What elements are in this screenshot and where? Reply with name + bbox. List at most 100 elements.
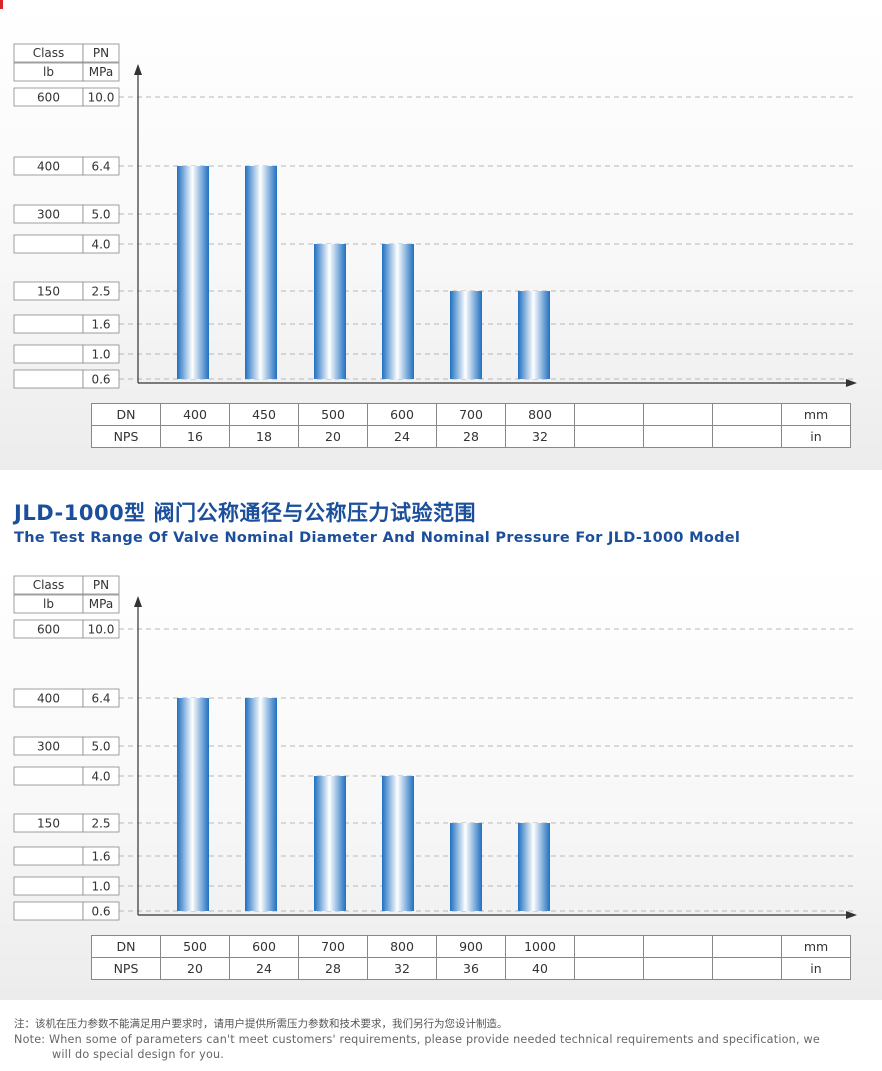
tick-pn-cell: [82, 234, 120, 254]
tick-pn-cell: [82, 901, 120, 921]
dn-cell: 800: [505, 403, 575, 426]
y-axis-arrow: [134, 64, 142, 75]
dn-cell: 500: [160, 935, 230, 958]
bar: [314, 776, 346, 911]
nps-cell: 36: [436, 957, 506, 980]
nps-cell: 32: [505, 425, 575, 448]
dn-cell: 700: [298, 935, 368, 958]
nps-row: NPS 16 18 20 24 28 32 in: [91, 425, 851, 448]
nps-cell: 16: [160, 425, 230, 448]
nps-cell: 32: [367, 957, 437, 980]
top-chart-background: [0, 0, 882, 470]
dn-row-label: DN: [91, 935, 161, 958]
tick-pn-label: 1.6: [91, 318, 110, 332]
page-corner-mark: [0, 0, 3, 9]
tick-class-label: 400: [37, 160, 60, 174]
footnote-cn: 注：该机在压力参数不能满足用户要求时，请用户提供所需压力参数和技术要求，我们另行…: [14, 1018, 508, 1030]
bar: [245, 166, 277, 379]
bar: [177, 166, 209, 379]
dn-cell: 400: [160, 403, 230, 426]
dn-row: DN 500 600 700 800 900 1000 mm: [91, 935, 851, 958]
tick-class-label: 600: [37, 91, 60, 105]
dn-nps-table: DN 500 600 700 800 900 1000 mm NPS 20 24 28 32 36 40 in: [91, 935, 851, 980]
tick-pn-label: 0.6: [91, 905, 110, 919]
dn-row: DN 400 450 500 600 700 800 mm: [91, 403, 851, 426]
tick-pn-label: 5.0: [91, 740, 110, 754]
footnote-en-line-1: Note: When some of parameters can't meet…: [14, 1033, 820, 1046]
tick-pn-label: 1.0: [91, 880, 110, 894]
nps-unit: in: [781, 957, 851, 980]
tick-class-cell: [13, 876, 84, 896]
y-axis-arrow: [134, 596, 142, 607]
header-lb-label: lb: [43, 65, 54, 79]
tick-pn-label: 6.4: [91, 692, 110, 706]
tick-pn-cell: [82, 204, 120, 224]
chart-plot-area: Class PN lb MPa 600 10.0 400 6.4 300 5.0 4.0 150 2.5…: [13, 43, 857, 389]
nps-cell: [643, 957, 713, 980]
dn-nps-table: DN 400 450 500 600 700 800 mm NPS 16 18 20 24 28 32 in: [91, 403, 851, 448]
tick-pn-label: 1.6: [91, 850, 110, 864]
tick-pn-label: 1.0: [91, 348, 110, 362]
section-title-en: The Test Range Of Valve Nominal Diameter…: [14, 530, 741, 546]
pressure-range-chart-bottom: Class PN lb MPa 600 10.0 400 6.4 300 5.0 4.0 150 2.5…: [0, 532, 882, 992]
section-title-cn: JLD-1000型 阀门公称通径与公称压力试验范围: [14, 501, 476, 525]
tick-pn-cell: [82, 281, 120, 301]
tick-pn-label: 4.0: [91, 238, 110, 252]
nps-cell: [643, 425, 713, 448]
header-pn-label: PN: [93, 578, 109, 592]
tick-pn-cell: [82, 314, 120, 334]
tick-pn-cell: [82, 619, 120, 639]
header-mpa-cell: [82, 594, 120, 614]
nps-cell: 20: [160, 957, 230, 980]
tick-pn-label: 2.5: [91, 285, 110, 299]
header-pn-label: PN: [93, 46, 109, 60]
dn-cell: 1000: [505, 935, 575, 958]
tick-class-cell: [13, 901, 84, 921]
tick-pn-label: 4.0: [91, 770, 110, 784]
tick-pn-label: 10.0: [88, 91, 115, 105]
bottom-chart-background: [0, 560, 882, 1000]
nps-cell: [712, 425, 782, 448]
tick-class-cell: [13, 314, 84, 334]
bar: [518, 291, 550, 379]
nps-cell: 20: [298, 425, 368, 448]
tick-class-cell: [13, 846, 84, 866]
tick-class-label: 300: [37, 740, 60, 754]
dn-cell: 450: [229, 403, 299, 426]
tick-pn-label: 2.5: [91, 817, 110, 831]
tick-pn-cell: [82, 766, 120, 786]
dn-cell: 700: [436, 403, 506, 426]
bar: [382, 776, 414, 911]
header-class-label: Class: [33, 46, 65, 60]
tick-pn-cell: [82, 876, 120, 896]
tick-class-cell: [13, 766, 84, 786]
dn-cell: [643, 935, 713, 958]
dn-cell: [574, 935, 644, 958]
nps-cell: [574, 425, 644, 448]
header-mpa-cell: [82, 62, 120, 82]
tick-class-label: 150: [37, 817, 60, 831]
tick-pn-cell: [82, 87, 120, 107]
tick-pn-cell: [82, 344, 120, 364]
dn-cell: [712, 935, 782, 958]
dn-unit: mm: [781, 403, 851, 426]
tick-pn-cell: [82, 846, 120, 866]
nps-cell: 28: [436, 425, 506, 448]
tick-pn-label: 0.6: [91, 373, 110, 387]
tick-pn-label: 6.4: [91, 160, 110, 174]
dn-unit: mm: [781, 935, 851, 958]
nps-unit: in: [781, 425, 851, 448]
nps-cell: 40: [505, 957, 575, 980]
tick-class-cell: [13, 369, 84, 389]
nps-cell: 24: [367, 425, 437, 448]
tick-pn-label: 5.0: [91, 208, 110, 222]
header-pn-cell: [82, 43, 120, 63]
header-mpa-label: MPa: [89, 65, 113, 79]
nps-cell: [574, 957, 644, 980]
bar: [177, 698, 209, 911]
header-mpa-label: MPa: [89, 597, 113, 611]
x-axis-arrow: [846, 911, 857, 919]
nps-cell: [712, 957, 782, 980]
header-class-label: Class: [33, 578, 65, 592]
bar: [450, 823, 482, 911]
